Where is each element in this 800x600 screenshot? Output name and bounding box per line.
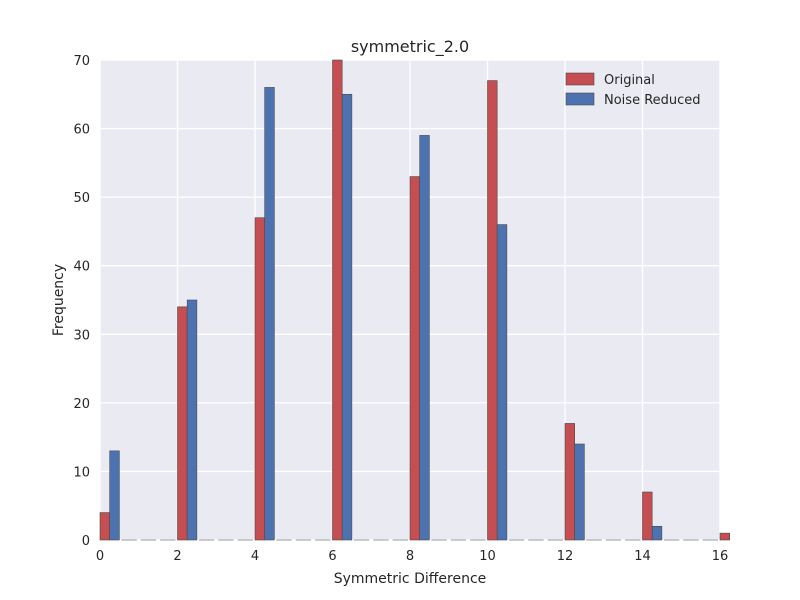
bar-noise-reduced: [651, 525, 663, 541]
bar-noise-reduced: [574, 443, 585, 541]
y-tick-label: 40: [73, 260, 90, 275]
y-tick-label: 0: [82, 534, 90, 549]
tick-labels: 0 2 4 6 8 10 12 14 16 0 10 20 30 40 50 60 70: [73, 54, 728, 564]
bar-original: [254, 217, 265, 541]
y-tick-label: 20: [73, 397, 90, 412]
x-tick-label: 2: [173, 549, 181, 564]
bar-original: [719, 532, 730, 541]
bar-original: [487, 80, 498, 541]
x-tick-label: 10: [479, 549, 496, 564]
legend-label: Original: [604, 73, 655, 88]
x-tick-label: 14: [634, 549, 651, 564]
bar-original: [409, 176, 420, 541]
y-axis-label: Frequency: [51, 264, 67, 336]
x-tick-label: 8: [406, 549, 414, 564]
y-tick-label: 50: [73, 191, 90, 206]
bar-original: [99, 512, 110, 541]
legend-label: Noise Reduced: [604, 93, 701, 108]
y-tick-label: 30: [73, 328, 90, 343]
y-tick-label: 10: [73, 465, 90, 480]
legend-swatch: [565, 92, 595, 106]
y-tick-label: 60: [73, 123, 90, 138]
y-tick-label: 70: [73, 54, 90, 69]
bar-noise-reduced: [341, 93, 353, 541]
bar-noise-reduced: [264, 87, 275, 541]
bar-noise-reduced: [186, 299, 198, 541]
x-tick-label: 12: [557, 549, 574, 564]
legend-swatch: [565, 72, 595, 86]
chart-title: symmetric_2.0: [351, 37, 469, 57]
bar-original: [332, 59, 343, 541]
x-tick-label: 4: [251, 549, 259, 564]
bar-original: [177, 306, 188, 541]
bar-original: [564, 423, 575, 541]
bars: [99, 59, 730, 541]
legend: Original Noise Reduced: [565, 72, 701, 108]
bar-original: [642, 491, 653, 541]
bar-noise-reduced: [496, 224, 508, 541]
x-tick-label: 6: [328, 549, 336, 564]
x-tick-label: 16: [712, 549, 729, 564]
bar-noise-reduced: [419, 135, 430, 541]
x-axis-label: Symmetric Difference: [334, 571, 487, 587]
x-tick-label: 0: [96, 549, 104, 564]
bar-noise-reduced: [109, 450, 120, 541]
